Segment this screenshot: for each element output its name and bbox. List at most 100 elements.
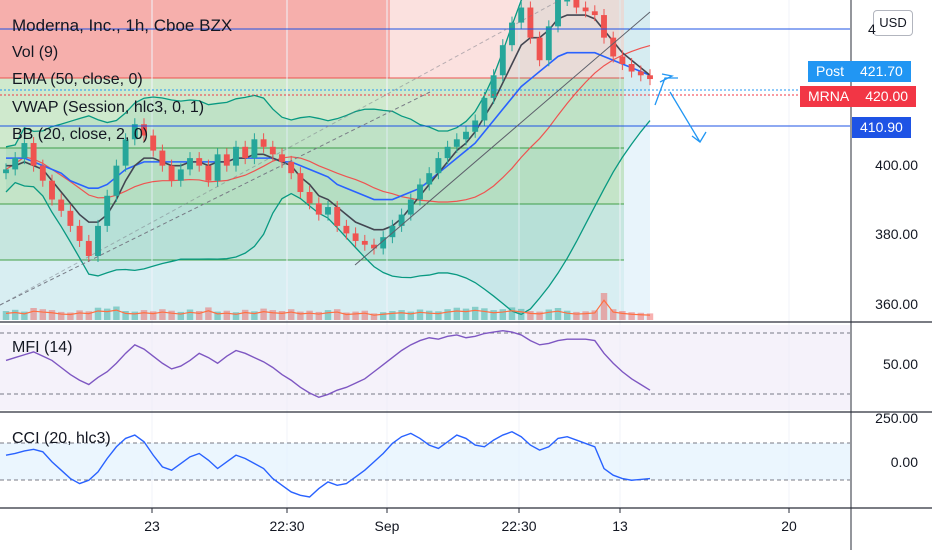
candle-body: [536, 37, 543, 61]
level-tag-value: 410.90: [860, 119, 903, 135]
price-axis-label-1: 400.00: [875, 157, 918, 173]
volume-bar: [527, 311, 534, 320]
candle-body: [325, 207, 331, 215]
ema-line: [6, 51, 651, 201]
symbol-title[interactable]: Moderna, Inc., 1h, Cboe BZX: [12, 16, 233, 35]
volume-bar: [315, 311, 323, 320]
candle-body: [49, 180, 55, 200]
volume-bar: [85, 311, 93, 320]
volume-bar: [113, 306, 120, 320]
candle-body: [177, 169, 184, 181]
candle-body: [251, 139, 258, 159]
candle-body: [481, 97, 488, 121]
candle-body: [619, 56, 626, 64]
volume-bar: [361, 310, 369, 320]
candle-body: [591, 11, 598, 16]
volume-bar: [168, 310, 175, 320]
candle-body: [628, 64, 635, 72]
indicator-lines: [6, 14, 651, 231]
candle-body: [113, 165, 120, 196]
candle-body: [371, 244, 377, 249]
currency-button[interactable]: USD: [873, 10, 913, 36]
zone-bands: [0, 0, 650, 320]
bb-fill: [6, 0, 650, 315]
bb-legend[interactable]: BB (20, close, 2, 0): [12, 126, 149, 143]
candle-body: [306, 192, 313, 204]
price-axis-label-2: 380.00: [875, 226, 918, 242]
mfi-line: [5, 329, 651, 398]
candle-body: [150, 135, 157, 151]
volume-bar: [637, 312, 645, 320]
volume-bar: [278, 311, 286, 320]
candle-body: [417, 184, 423, 200]
volume-bar: [21, 311, 28, 320]
candle-body: [223, 154, 230, 166]
candle-body: [343, 225, 350, 234]
vwap-legend[interactable]: VWAP (Session, hlc3, 0, 1): [12, 99, 205, 116]
candle-body: [288, 161, 295, 174]
candle-body: [315, 203, 322, 215]
trend-line-solid: [354, 11, 651, 266]
mrna-tag-value: 420.00: [865, 88, 909, 104]
candle-body: [389, 225, 396, 238]
post-tag-name: Post: [816, 63, 845, 79]
candle-body: [205, 165, 212, 181]
loss-zone: [0, 0, 390, 78]
candle-body: [76, 225, 83, 241]
volume-bar: [471, 306, 479, 320]
volume-bar: [223, 310, 231, 320]
volume-bar: [251, 311, 258, 320]
volume-bar: [343, 312, 350, 320]
volume-bar: [241, 309, 249, 320]
candle-body: [196, 158, 203, 166]
volume-bar: [499, 309, 507, 320]
ema-legend[interactable]: EMA (50, close, 0): [12, 71, 143, 88]
volume-bar: [444, 309, 451, 320]
candle-body: [58, 199, 65, 211]
volume-bar: [573, 311, 580, 320]
mfi-legend[interactable]: MFI (14): [12, 339, 73, 356]
volume-bar: [646, 313, 654, 320]
volume-bar: [57, 311, 65, 320]
cci-band: [0, 443, 850, 480]
candle-body: [233, 146, 239, 166]
volume-bar: [186, 309, 194, 320]
candle-body: [242, 146, 249, 159]
volume-bar: [67, 312, 74, 320]
volume-bar: [177, 311, 185, 320]
time-label-4: 22:30: [501, 518, 537, 534]
candle-body: [104, 195, 111, 226]
volume-bar: [517, 308, 525, 320]
volume-bar: [462, 308, 470, 320]
volume-bar: [324, 310, 332, 320]
candle-body: [610, 37, 617, 57]
candle-body: [490, 75, 497, 98]
projection-up-arrow: [654, 77, 678, 106]
candle-body: [297, 173, 304, 192]
profit-zone-4: [0, 260, 624, 320]
candle-body: [637, 71, 644, 76]
volume-bar: [416, 309, 424, 320]
candle-body: [85, 240, 92, 256]
time-label-6: 20: [781, 518, 797, 534]
candle-body: [334, 207, 341, 226]
volume-bar: [76, 310, 83, 320]
volume-bar: [205, 307, 212, 320]
volume-bar: [563, 310, 571, 320]
volume-bar: [159, 309, 166, 320]
cci-legend[interactable]: CCI (20, hlc3): [12, 430, 111, 447]
volume-bar: [297, 311, 304, 320]
vol-legend[interactable]: Vol (9): [12, 44, 59, 61]
candle-body: [95, 225, 101, 256]
candle-body: [141, 124, 147, 136]
volume-bar: [619, 311, 626, 320]
candle-body: [159, 150, 166, 166]
drawing-tools[interactable]: [0, 0, 850, 306]
trend-line-dashed: [0, 91, 431, 306]
volume-bar: [195, 311, 203, 320]
time-label-2: 22:30: [269, 518, 305, 534]
volume-bar: [609, 309, 617, 320]
volume-bar: [407, 311, 415, 320]
